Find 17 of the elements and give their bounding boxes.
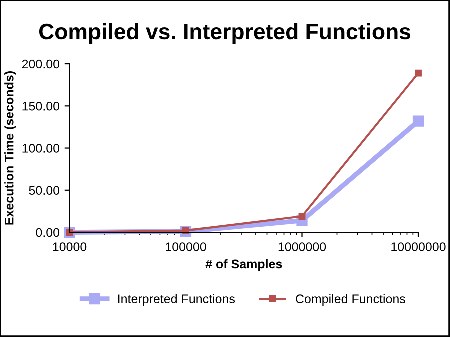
point bbox=[415, 70, 422, 77]
x-tick-label: 100000 bbox=[166, 242, 206, 252]
y-tick-label: 100.00 bbox=[22, 144, 60, 153]
legend-label: Compiled Functions bbox=[296, 294, 406, 306]
legend-label: Interpreted Functions bbox=[118, 294, 236, 306]
y-tick-label: 200.00 bbox=[22, 60, 60, 69]
point bbox=[298, 213, 306, 220]
x-tick-label: 10000000 bbox=[392, 242, 446, 252]
y-tick-label: 50.00 bbox=[29, 186, 60, 196]
point bbox=[412, 116, 424, 127]
x-tick-label: 1000000 bbox=[278, 242, 326, 252]
x-axis-title: # of Samples bbox=[206, 259, 282, 272]
y-tick-label: 0.00 bbox=[36, 228, 60, 238]
y-axis-title: Execution Time (seconds) bbox=[4, 72, 16, 225]
chart-title: Compiled vs. Interpreted Functions bbox=[39, 23, 411, 44]
y-tick-label: 150.00 bbox=[22, 102, 60, 111]
x-tick-label: 10000 bbox=[53, 242, 87, 252]
